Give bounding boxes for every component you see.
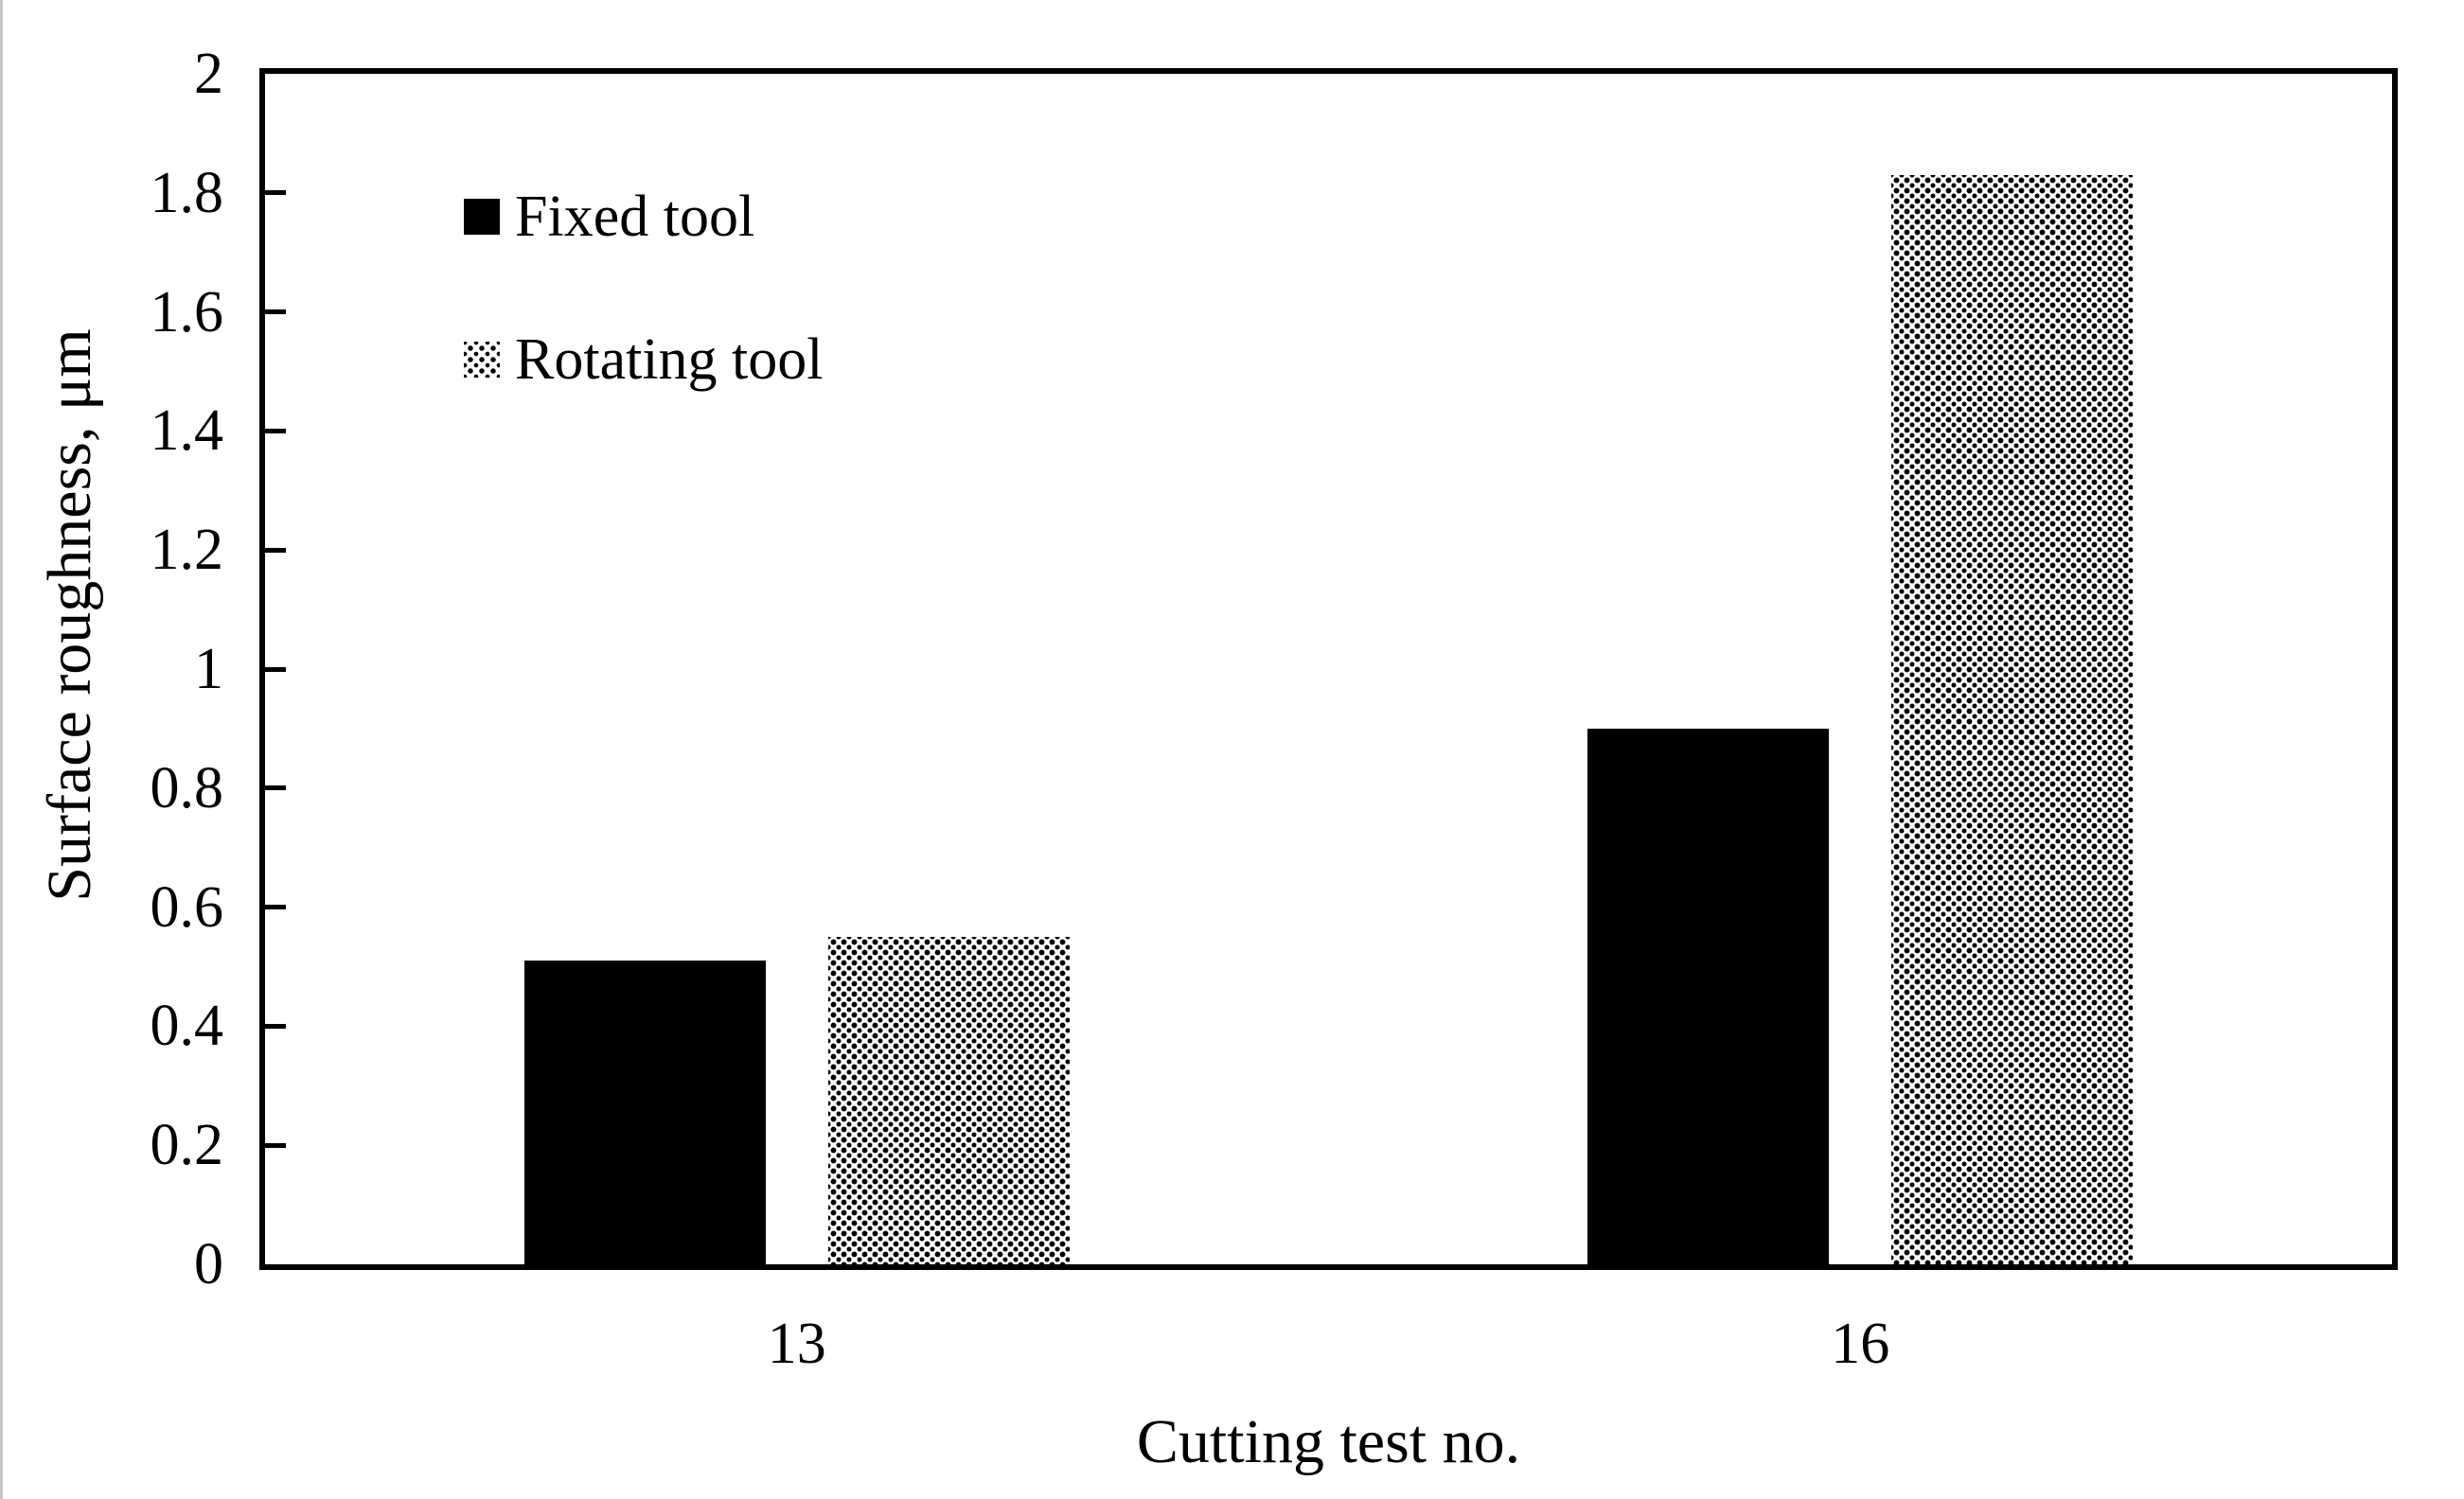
legend-swatch-solid-icon (464, 199, 500, 235)
legend-item-fixed-tool: Fixed tool (464, 181, 754, 253)
legend-swatch-dotted-icon (464, 342, 500, 378)
legend-label-fixed-tool: Fixed tool (515, 185, 755, 249)
y-axis-tick-mark (265, 190, 286, 196)
y-axis-tick-label: 0 (194, 1232, 223, 1296)
y-axis-tick-label: 2 (194, 42, 223, 106)
x-axis-title: Cutting test no. (1136, 1407, 1521, 1476)
y-axis-tick-mark (265, 547, 286, 553)
bar-rotating-tool-16 (1891, 174, 2134, 1264)
bar-fixed-tool-16 (1587, 728, 1830, 1264)
y-axis-tick-label: 1.4 (150, 398, 224, 464)
y-axis-tick-label: 0.8 (150, 755, 224, 820)
y-axis-tick-mark (265, 428, 286, 433)
x-axis-category-label: 13 (767, 1312, 826, 1376)
y-axis-tick-mark (265, 666, 286, 672)
bar-fixed-tool-13 (523, 961, 766, 1264)
bar-rotating-tool-13 (827, 937, 1070, 1264)
y-axis-tick-mark (265, 309, 286, 315)
y-axis-tick-label: 0.4 (150, 994, 224, 1059)
y-axis-tick-label: 1.6 (150, 279, 224, 344)
y-axis-tick-label: 0.6 (150, 874, 224, 940)
x-axis-category-label: 16 (1831, 1312, 1890, 1376)
y-axis-tick-label: 1 (194, 637, 223, 701)
screenshot-left-edge-artifact (0, 0, 3, 1499)
legend-label-rotating-tool: Rotating tool (515, 327, 824, 392)
y-axis-tick-label: 1.8 (150, 160, 224, 225)
plot-area: Fixed tool Rotating tool (259, 68, 2398, 1270)
y-axis-tick-mark (265, 785, 286, 791)
y-axis-tick-label: 1.2 (150, 518, 224, 583)
y-axis-tick-mark (265, 905, 286, 910)
legend-item-rotating-tool: Rotating tool (464, 324, 824, 396)
y-axis-tick-mark (265, 1142, 286, 1148)
y-axis-tick-mark (265, 1023, 286, 1029)
y-axis-tick-label: 0.2 (150, 1113, 224, 1178)
